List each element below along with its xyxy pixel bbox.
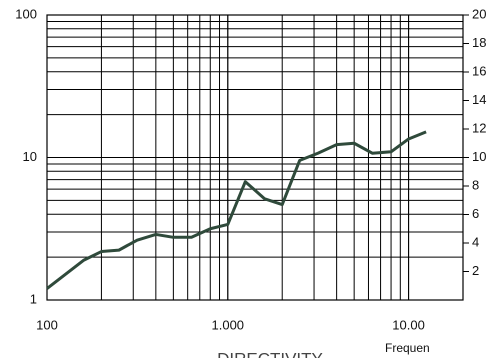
x-tick-label: 100 <box>36 317 58 332</box>
chart-title: DIRECTIVITY <box>217 349 323 358</box>
y-tick-label: 10 <box>23 149 37 164</box>
y2-tick-label: 10 <box>472 149 486 164</box>
y2-tick-label: 16 <box>472 63 486 78</box>
y2-tick-label: 2 <box>472 263 479 278</box>
y2-tick-label: 20 <box>472 6 486 21</box>
y-tick-label: 1 <box>30 291 37 306</box>
x-tick-label: 10.00 <box>392 317 425 332</box>
y2-tick-label: 8 <box>472 177 479 192</box>
y2-tick-label: 6 <box>472 206 479 221</box>
y2-tick-label: 4 <box>472 234 479 249</box>
x-tick-label: 1.000 <box>212 317 245 332</box>
y2-tick-label: 14 <box>472 92 486 107</box>
plot-frame <box>46 14 464 301</box>
data-line <box>46 130 427 290</box>
y-tick-label: 100 <box>15 6 37 21</box>
y2-tick-label: 18 <box>472 35 486 50</box>
x-axis-label: Frequen <box>385 341 430 355</box>
y2-tick-label: 12 <box>472 120 486 135</box>
